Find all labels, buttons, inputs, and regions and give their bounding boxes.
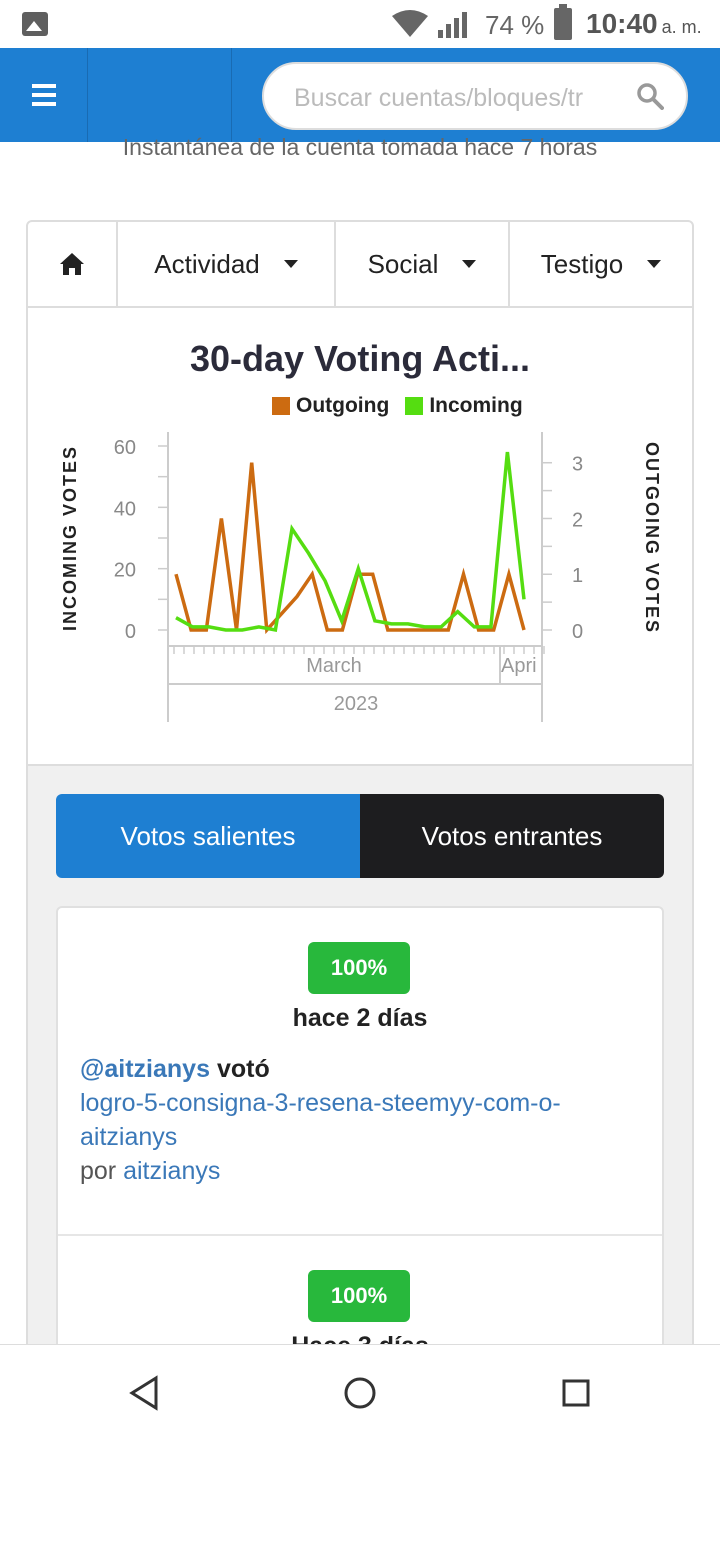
votes-section: Votos salientes Votos entrantes 100% hac… — [28, 766, 692, 1426]
series-line-incoming — [175, 451, 526, 633]
vote-time: hace 2 días — [292, 1004, 428, 1032]
vote-description: @aitzianys votó logro-5-consigna-3-resen… — [80, 1052, 640, 1188]
legend-swatch — [272, 397, 290, 415]
home-icon — [60, 253, 84, 275]
tab-activity[interactable]: Actividad — [118, 222, 336, 306]
left-tick-label: 0 — [125, 621, 136, 643]
series-line-outgoing — [174, 462, 526, 635]
right-tick-label: 1 — [572, 565, 583, 587]
wifi-icon — [392, 10, 428, 37]
legend-outgoing[interactable]: Outgoing — [272, 394, 389, 418]
search-icon[interactable] — [636, 82, 664, 110]
votes-list: 100% hace 2 días @aitzianys votó logro-5… — [56, 906, 664, 1426]
legend-label: Incoming — [429, 394, 523, 417]
incoming-votes-button[interactable]: Votos entrantes — [360, 794, 664, 878]
hamburger-icon — [32, 102, 56, 106]
outgoing-votes-button[interactable]: Votos salientes — [56, 794, 360, 878]
left-axis-label: INCOMING VOTES — [60, 445, 80, 631]
tab-social[interactable]: Social — [336, 222, 510, 306]
left-tick-label: 60 — [114, 437, 136, 459]
list-item: 100% hace 2 días @aitzianys votó logro-5… — [58, 908, 662, 1236]
x-year-label: 2023 — [334, 693, 379, 715]
search-placeholder: Buscar cuentas/bloques/tr — [294, 84, 584, 112]
tab-home[interactable] — [28, 222, 118, 306]
legend-label: Outgoing — [296, 394, 390, 417]
recents-icon[interactable] — [560, 1375, 592, 1411]
chevron-down-icon — [647, 260, 662, 268]
vote-direction-toggle: Votos salientes Votos entrantes — [56, 794, 664, 878]
right-tick-label: 3 — [572, 454, 583, 476]
account-card: Actividad Social Testigo 30-day Voting A… — [26, 220, 694, 1426]
chevron-down-icon — [462, 260, 477, 268]
system-nav-bar — [0, 1344, 720, 1440]
hamburger-icon — [32, 93, 56, 97]
vote-verb: votó — [216, 1055, 270, 1083]
chart-title: 30-day Voting Acti... — [189, 338, 531, 379]
signal-icon — [438, 12, 467, 38]
gallery-icon — [22, 12, 48, 36]
right-tick-label: 0 — [572, 621, 583, 643]
tab-witness[interactable]: Testigo — [510, 222, 692, 306]
chevron-down-icon — [283, 260, 298, 268]
chart-legend: Outgoing Incoming — [272, 394, 523, 418]
author-link[interactable]: aitzianys — [123, 1157, 221, 1185]
chart-plot: 60 40 20 0 3 2 1 0 INCOMING VOTES OUTGOING VOTES M… — [60, 432, 662, 722]
snapshot-notice: Instantánea de la cuenta tomada hace 7 h… — [122, 134, 598, 160]
by-label: por — [80, 1157, 117, 1185]
legend-swatch — [405, 397, 424, 415]
vote-weight-badge: 100% — [308, 1270, 410, 1322]
battery-icon — [554, 4, 572, 40]
legend-incoming[interactable]: Incoming — [405, 394, 523, 418]
x-tick-label: Apri — [501, 655, 537, 677]
tab-activity-label: Actividad — [154, 248, 260, 279]
left-tick-label: 20 — [114, 560, 136, 582]
status-bar: 74 % 10:40 a. m. — [0, 0, 720, 48]
tab-bar: Actividad Social Testigo — [28, 222, 692, 308]
search-input[interactable]: Buscar cuentas/bloques/tr — [262, 62, 688, 130]
tab-social-label: Social — [367, 248, 439, 279]
vote-weight-badge: 100% — [308, 942, 410, 994]
clock-ampm: a. m. — [661, 17, 702, 37]
brand-area[interactable] — [88, 48, 232, 142]
back-icon[interactable] — [128, 1375, 160, 1411]
voter-link[interactable]: @aitzianys — [80, 1055, 210, 1083]
right-tick-label: 2 — [572, 509, 583, 531]
battery-percent: 74 % — [485, 10, 545, 40]
left-tick-label: 40 — [114, 498, 136, 520]
menu-button[interactable] — [0, 48, 88, 142]
clock: 10:40 a. m. — [586, 8, 702, 40]
x-tick-label: March — [306, 655, 362, 677]
post-link[interactable]: logro-5-consigna-3-resena-steemyy-com-o-… — [80, 1089, 561, 1151]
right-axis-label: OUTGOING VOTES — [642, 442, 662, 634]
home-circle-icon[interactable] — [342, 1375, 378, 1411]
hamburger-icon — [32, 84, 56, 88]
navbar: Buscar cuentas/bloques/tr — [0, 48, 720, 142]
tab-witness-label: Testigo — [540, 248, 624, 279]
clock-time: 10:40 — [586, 8, 658, 39]
voting-chart: 30-day Voting Acti... Outgoing Incoming … — [28, 308, 692, 766]
